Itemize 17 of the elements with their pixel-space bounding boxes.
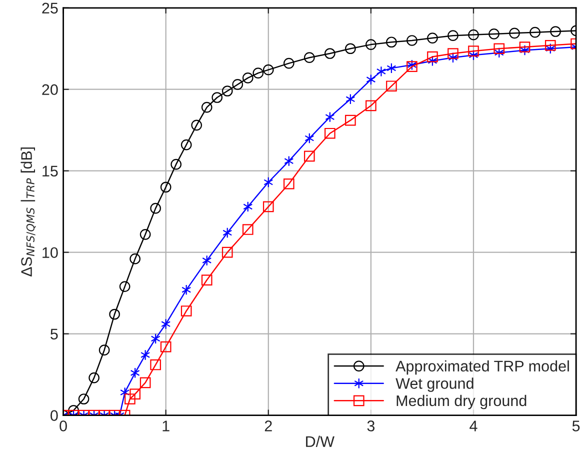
x-tick-label: 4	[470, 420, 478, 432]
y-axis-title: ΔS$_{NFS/QMS}$ |$_{TRP}$ [dB]	[20, 147, 36, 276]
legend-label: Medium dry ground	[396, 394, 526, 410]
x-tick-label: 1	[162, 420, 170, 432]
y-tick-label: 15	[42, 166, 58, 177]
x-tick-label: 5	[572, 420, 580, 432]
y-tick-label: 20	[42, 84, 58, 96]
y-tick-label: 10	[42, 247, 58, 258]
x-tick-label: 3	[367, 420, 375, 432]
y-tick-label: 25	[42, 2, 58, 14]
legend-label: Approximated TRP model	[396, 360, 569, 375]
x-tick-label: 0	[60, 420, 67, 432]
y-tick-label: 5	[50, 328, 58, 340]
y-tick-label: 0	[50, 410, 58, 421]
x-tick-label: 2	[264, 420, 272, 432]
x-axis-title: D/W	[306, 436, 334, 447]
legend-label: Wet ground	[396, 378, 474, 392]
